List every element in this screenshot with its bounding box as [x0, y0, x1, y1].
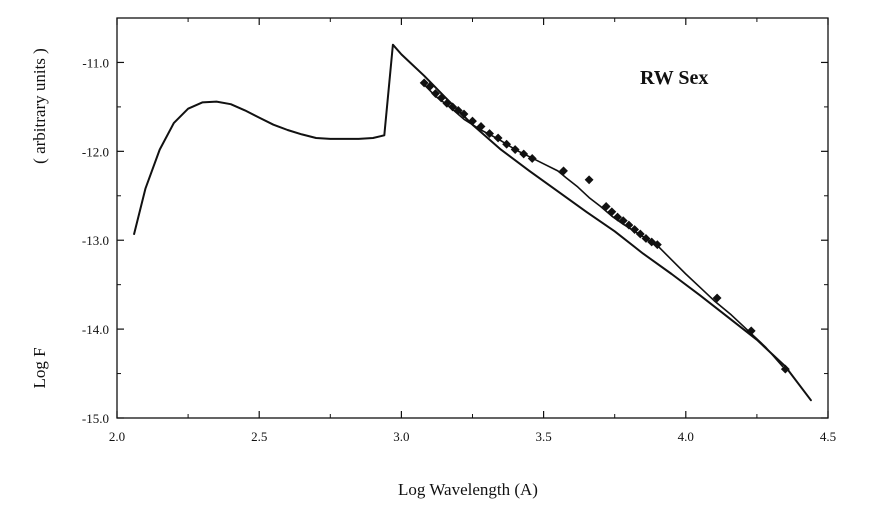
observed-data-point [510, 145, 520, 154]
observed-data-point [476, 122, 486, 131]
observed-data-point [624, 220, 634, 230]
observed-data-point [641, 234, 651, 243]
ticks-layer: 2.0 2.5 3.0 3.5 4.0 4.5 -11.0 -12.0 -13.0 -14.0 -1… [82, 18, 836, 444]
x-tick-label: 3.0 [393, 429, 409, 444]
y-tick-label: -12.0 [82, 144, 109, 159]
markers-layer [419, 78, 790, 374]
y-tick-label: -15.0 [82, 411, 109, 426]
observed-data-point [519, 149, 529, 159]
x-tick-label: 2.5 [251, 429, 267, 444]
x-tick-label: 3.5 [535, 429, 551, 444]
observed-data-point [442, 98, 452, 108]
observed-data-point [635, 229, 645, 239]
observed-data-point [630, 225, 640, 234]
observed-data-point [468, 116, 477, 126]
observed-data-point [559, 166, 568, 176]
y-axis-units: ( arbitrary units ) [30, 48, 49, 164]
observed-data-point [459, 109, 469, 119]
observed-data-point [780, 364, 790, 374]
observed-data-point [436, 93, 446, 103]
observed-data-point [584, 175, 594, 185]
observed-data-point [712, 293, 722, 303]
x-tick-label: 2.0 [109, 429, 125, 444]
observed-data-point [613, 212, 622, 222]
observed-data-point [431, 89, 440, 98]
observed-data-point [448, 102, 458, 112]
plot-frame [116, 17, 829, 419]
y-tick-label: -13.0 [82, 233, 109, 248]
observed-data-point [607, 207, 617, 217]
observed-data-point [746, 326, 756, 336]
observed-data-point [527, 154, 537, 163]
x-tick-label: 4.0 [678, 429, 694, 444]
observed-data-point [618, 216, 628, 226]
observed-data-point [419, 78, 429, 88]
y-axis-title: Log F [30, 347, 49, 388]
model-spectrum-line [133, 43, 812, 402]
observed-data-point [652, 240, 662, 250]
observed-data-point [601, 202, 611, 211]
series-layer [133, 43, 812, 402]
y-tick-label: -14.0 [82, 322, 109, 337]
observed-data-point [485, 129, 494, 138]
observed-data-point [502, 139, 512, 149]
annotation-label: RW Sex [640, 67, 708, 89]
observed-data-point [453, 106, 463, 115]
axes-layer [116, 17, 829, 419]
x-tick-label: 4.5 [820, 429, 836, 444]
observed-data-point [493, 133, 503, 143]
observed-data-point [425, 82, 435, 91]
y-tick-label: -11.0 [82, 55, 109, 70]
x-axis-title: Log Wavelength (A) [398, 480, 538, 499]
